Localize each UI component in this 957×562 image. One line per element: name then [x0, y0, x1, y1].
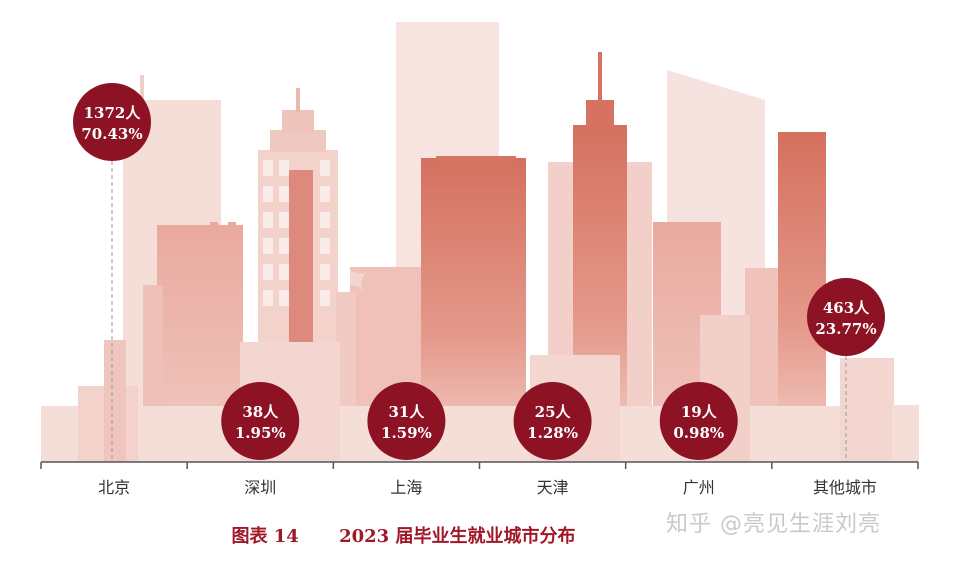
value-bubble: 25人 1.28%	[513, 382, 592, 460]
bubble-percent-label: 70.43%	[81, 125, 142, 143]
x-tick-label: 深圳	[244, 478, 276, 497]
bubble-circle	[221, 382, 300, 460]
bubble-percent-label: 1.28%	[527, 424, 578, 442]
bubble-circle	[807, 278, 885, 356]
bubble-percent-label: 0.98%	[673, 424, 724, 442]
city-skyline-illustration	[41, 22, 919, 462]
value-bubble: 19人 0.98%	[659, 382, 738, 460]
bubble-count-label: 463人	[823, 299, 870, 317]
figure-number: 图表 14	[231, 526, 299, 547]
bubble-count-label: 38人	[242, 403, 279, 421]
x-axis-tick-labels: 北京 深圳 上海 天津 广州 其他城市	[98, 478, 877, 497]
x-tick-label: 上海	[390, 478, 422, 497]
x-tick-label: 广州	[683, 478, 715, 497]
bubble-count-label: 25人	[535, 403, 572, 421]
bubble-circle	[73, 83, 151, 161]
chart-title: 2023 届毕业生就业城市分布	[339, 526, 576, 547]
bubble-percent-label: 1.95%	[235, 424, 286, 442]
value-bubbles: 1372人 70.43% 38人 1.95% 31人 1.59% 25人 1.28% 19人 0.…	[73, 83, 885, 460]
bubble-count-label: 1372人	[84, 104, 142, 122]
watermark-text: 知乎 @亮见生涯刘亮	[666, 512, 881, 537]
bubble-circle	[513, 382, 592, 460]
value-bubble: 463人 23.77%	[807, 278, 885, 356]
value-bubble: 1372人 70.43%	[73, 83, 151, 161]
bubble-percent-label: 1.59%	[381, 424, 432, 442]
x-tick-label: 北京	[98, 478, 130, 497]
bubble-circle	[367, 382, 446, 460]
bubble-percent-label: 23.77%	[815, 320, 876, 338]
value-bubble: 31人 1.59%	[367, 382, 446, 460]
x-axis-ticks	[40, 462, 919, 469]
x-tick-label: 其他城市	[813, 478, 877, 497]
chart-caption: 图表 14 2023 届毕业生就业城市分布	[0, 522, 957, 548]
value-bubble: 38人 1.95%	[221, 382, 300, 460]
bubble-count-label: 31人	[388, 403, 425, 421]
leader-lines	[111, 161, 847, 462]
x-tick-label: 天津	[537, 478, 569, 497]
bubble-circle	[659, 382, 738, 460]
bubble-count-label: 19人	[681, 403, 718, 421]
